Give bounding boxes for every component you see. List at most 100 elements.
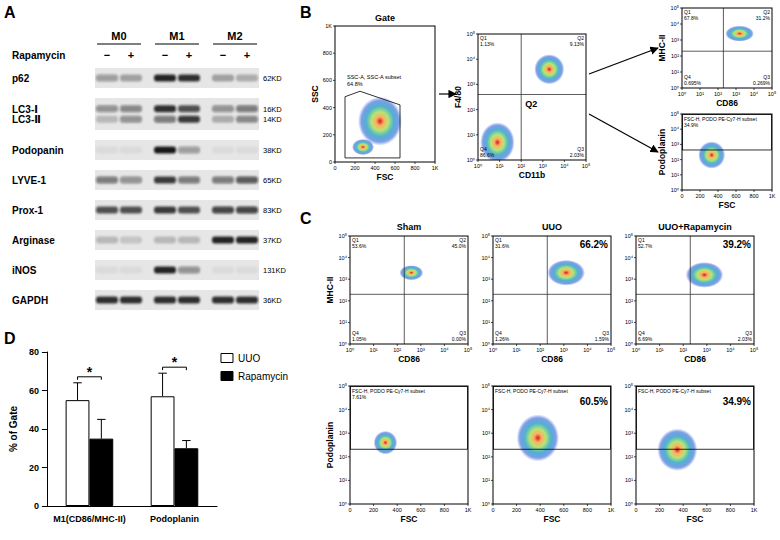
svg-text:10¹: 10¹ xyxy=(482,319,490,325)
svg-text:10³: 10³ xyxy=(339,276,347,282)
svg-text:GAPDH: GAPDH xyxy=(12,295,48,306)
svg-text:10¹: 10¹ xyxy=(625,319,633,325)
svg-text:10⁰: 10⁰ xyxy=(625,501,634,507)
svg-text:400: 400 xyxy=(370,165,379,171)
svg-text:10³: 10³ xyxy=(625,430,633,436)
svg-text:800: 800 xyxy=(583,507,592,513)
svg-text:10³: 10³ xyxy=(671,37,679,43)
svg-text:FSC: FSC xyxy=(401,514,418,524)
svg-text:67.8%: 67.8% xyxy=(684,15,699,21)
svg-text:10²: 10² xyxy=(339,454,347,460)
svg-text:10⁴: 10⁴ xyxy=(726,347,735,353)
svg-text:10¹: 10¹ xyxy=(513,347,521,353)
svg-text:10⁴: 10⁴ xyxy=(671,126,680,132)
svg-text:1K: 1K xyxy=(608,507,615,513)
svg-text:38KD: 38KD xyxy=(263,146,282,155)
svg-text:600: 600 xyxy=(416,507,425,513)
svg-text:53.6%: 53.6% xyxy=(352,243,367,249)
svg-text:10⁵: 10⁵ xyxy=(339,383,347,389)
svg-text:10⁵: 10⁵ xyxy=(467,31,475,37)
svg-text:FSC-H, PODO PE-Cy7-H subset: FSC-H, PODO PE-Cy7-H subset xyxy=(638,388,711,394)
svg-text:31.2%: 31.2% xyxy=(756,15,771,21)
svg-text:UUO+Rapamycin: UUO+Rapamycin xyxy=(658,222,731,232)
svg-text:52.7%: 52.7% xyxy=(638,243,653,249)
svg-text:200: 200 xyxy=(350,165,359,171)
svg-text:36KD: 36KD xyxy=(263,296,282,305)
svg-text:10⁰: 10⁰ xyxy=(482,501,491,507)
svg-text:10²: 10² xyxy=(517,163,525,169)
svg-text:400: 400 xyxy=(713,193,722,199)
svg-text:CD86: CD86 xyxy=(398,354,420,364)
svg-text:FSC-H, PODO PE-Cy7-H subset: FSC-H, PODO PE-Cy7-H subset xyxy=(495,388,568,394)
svg-text:10⁰: 10⁰ xyxy=(489,347,498,353)
svg-text:−: − xyxy=(104,49,110,61)
svg-text:200: 200 xyxy=(369,507,378,513)
svg-text:10⁵: 10⁵ xyxy=(482,383,490,389)
svg-text:10⁴: 10⁴ xyxy=(625,407,634,413)
svg-text:14KD: 14KD xyxy=(263,115,282,124)
svg-text:10³: 10³ xyxy=(625,276,633,282)
svg-text:80: 80 xyxy=(29,347,39,357)
svg-text:10¹: 10¹ xyxy=(671,172,679,178)
svg-text:UUO: UUO xyxy=(542,222,562,232)
svg-text:10⁵: 10⁵ xyxy=(339,233,347,239)
svg-text:10²: 10² xyxy=(467,107,475,113)
svg-text:1K: 1K xyxy=(751,507,758,513)
svg-text:200: 200 xyxy=(655,507,664,513)
svg-text:64.8%: 64.8% xyxy=(347,81,363,87)
svg-text:10⁰: 10⁰ xyxy=(467,157,476,163)
svg-text:CD86: CD86 xyxy=(684,354,706,364)
svg-text:Sham: Sham xyxy=(397,222,422,232)
svg-text:800: 800 xyxy=(323,50,332,56)
svg-text:1.05%: 1.05% xyxy=(352,336,367,342)
svg-text:10¹: 10¹ xyxy=(496,163,504,169)
svg-text:10⁵: 10⁵ xyxy=(582,163,590,169)
svg-text:+: + xyxy=(244,49,250,61)
svg-text:Prox-1: Prox-1 xyxy=(12,205,44,216)
svg-text:10³: 10³ xyxy=(467,81,475,87)
svg-text:Podoplanin: Podoplanin xyxy=(325,422,335,468)
svg-text:10⁴: 10⁴ xyxy=(440,347,449,353)
svg-text:66.2%: 66.2% xyxy=(580,239,608,250)
svg-text:31.6%: 31.6% xyxy=(495,243,510,249)
svg-text:10²: 10² xyxy=(671,157,679,163)
svg-text:10³: 10³ xyxy=(539,163,547,169)
svg-text:SSC-A, SSC-A subset: SSC-A, SSC-A subset xyxy=(347,74,402,80)
svg-text:*: * xyxy=(87,364,93,380)
svg-text:10³: 10³ xyxy=(560,347,568,353)
svg-text:10²: 10² xyxy=(625,298,633,304)
svg-text:10¹: 10¹ xyxy=(339,477,347,483)
svg-text:34.9%: 34.9% xyxy=(684,122,699,128)
svg-text:10⁰: 10⁰ xyxy=(625,341,634,347)
svg-text:200: 200 xyxy=(323,132,332,138)
svg-text:F4/80: F4/80 xyxy=(453,86,463,108)
svg-text:62KD: 62KD xyxy=(263,74,282,83)
svg-text:0.00%: 0.00% xyxy=(452,336,467,342)
svg-text:LYVE-1: LYVE-1 xyxy=(12,175,47,186)
svg-text:10⁵: 10⁵ xyxy=(464,347,472,353)
svg-text:200: 200 xyxy=(512,507,521,513)
svg-text:D: D xyxy=(4,330,16,347)
svg-text:600: 600 xyxy=(390,165,399,171)
svg-text:20: 20 xyxy=(29,463,39,473)
svg-text:10⁰: 10⁰ xyxy=(671,85,680,91)
svg-text:10⁴: 10⁴ xyxy=(339,407,348,413)
svg-text:10¹: 10¹ xyxy=(467,132,475,138)
svg-text:10¹: 10¹ xyxy=(696,91,704,97)
svg-text:7.61%: 7.61% xyxy=(352,394,367,400)
svg-text:Q2: Q2 xyxy=(525,99,537,109)
svg-text:200: 200 xyxy=(695,193,704,199)
svg-text:10⁵: 10⁵ xyxy=(625,233,633,239)
svg-text:M1: M1 xyxy=(169,30,184,42)
svg-text:10⁴: 10⁴ xyxy=(560,163,569,169)
svg-text:10⁵: 10⁵ xyxy=(671,111,679,117)
svg-text:45.0%: 45.0% xyxy=(452,243,467,249)
svg-text:FSC: FSC xyxy=(377,172,394,182)
svg-text:400: 400 xyxy=(536,507,545,513)
svg-text:600: 600 xyxy=(731,193,740,199)
svg-text:10¹: 10¹ xyxy=(370,347,378,353)
svg-text:10¹: 10¹ xyxy=(482,477,490,483)
svg-text:40: 40 xyxy=(29,424,39,434)
svg-text:Rapamycin: Rapamycin xyxy=(238,371,288,382)
svg-text:−: − xyxy=(162,49,168,61)
